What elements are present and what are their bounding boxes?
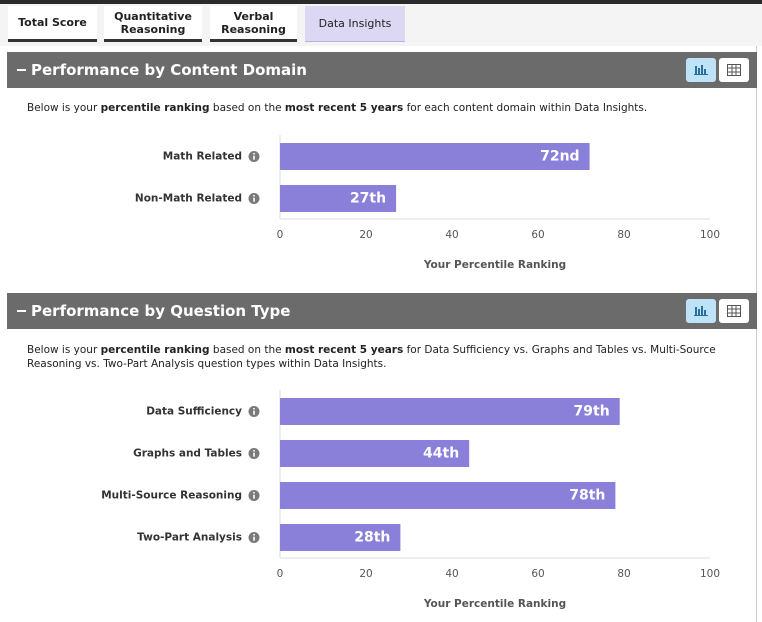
info-icon-glyph [253,410,255,415]
section-title: Performance by Question Type [31,302,291,320]
tab[interactable]: Verbal Reasoning [210,6,297,42]
x-tick-label: 20 [359,568,372,580]
text: for each content domain within Data Insi… [403,102,648,114]
tab-active[interactable]: Data Insights [305,6,405,42]
section-title: Performance by Content Domain [31,61,307,79]
bar [280,482,616,509]
section-description: Below is your percentile ranking based o… [27,101,747,115]
table-view-button[interactable] [719,58,749,82]
category-label: Math Related [163,151,242,163]
x-tick-label: 100 [700,229,720,241]
value-label: 44th [423,446,459,462]
info-icon-glyph [253,536,255,541]
bar-chart: 0 20 40 60 80 100 Your Percentile Ranking Data … [101,390,720,610]
info-icon-glyph [253,194,255,197]
x-tick-label: 100 [700,568,720,580]
section-header: Performance by Content Domain [7,52,757,88]
x-tick-label: 0 [277,568,284,580]
bold-text: percentile ranking [100,102,210,114]
table-icon [727,64,741,76]
bar [280,524,401,551]
bar [280,440,470,467]
bar-chart: 0 20 40 60 80 100 Your Percentile Ranking Math … [135,135,720,271]
info-icon-glyph [253,491,255,494]
x-axis-label: Your Percentile Ranking [423,259,566,271]
value-label: 79th [574,404,610,420]
value-label: 78th [569,488,605,504]
value-label: 27th [350,191,386,207]
x-axis-label: Your Percentile Ranking [423,598,566,610]
bold-text: percentile ranking [100,344,210,356]
info-icon-glyph [253,494,255,499]
text: for Data Sufficiency vs. Graphs and Tabl… [27,344,716,370]
bold-text: most recent 5 years [284,102,404,114]
info-icon-glyph [253,533,255,536]
category-label: Non-Math Related [135,193,242,205]
text: Below is your [27,102,101,114]
info-icon-glyph [253,452,255,457]
frame-border [756,46,757,622]
section-description: Below is your percentile ranking based o… [27,343,747,371]
x-tick-label: 60 [531,568,544,580]
text: based on the [209,102,285,114]
category-label: Multi-Source Reasoning [101,490,242,502]
x-tick-label: 80 [617,568,630,580]
x-tick-label: 80 [617,229,630,241]
x-tick-label: 40 [445,568,458,580]
info-icon-glyph [253,152,255,155]
tab[interactable]: Total Score [8,6,97,42]
top-bar [0,0,762,4]
bold-text: most recent 5 years [284,344,404,356]
tab[interactable]: Quantitative Reasoning [104,6,202,42]
category-label: Data Sufficiency [146,406,242,418]
bar [280,398,620,425]
x-tick-label: 40 [445,229,458,241]
collapse-icon[interactable] [17,69,26,71]
value-label: 72nd [540,149,579,165]
bar [280,143,590,170]
collapse-icon[interactable] [17,310,26,312]
table-icon [727,305,741,317]
chart-icon [694,65,708,75]
x-tick-label: 20 [359,229,372,241]
text: Below is your [27,344,101,356]
info-icon-glyph [253,449,255,452]
x-tick-label: 0 [277,229,284,241]
chart-view-button[interactable] [686,58,716,82]
category-label: Two-Part Analysis [137,532,242,544]
bar [280,185,397,212]
tab-bar: Total Score Quantitative Reasoning Verba… [0,4,762,46]
chart-view-button[interactable] [686,299,716,323]
text: based on the [209,344,285,356]
chart-icon [694,306,708,316]
x-tick-label: 60 [531,229,544,241]
category-label: Graphs and Tables [133,448,242,460]
info-icon-glyph [253,407,255,410]
section-header: Performance by Question Type [7,293,757,329]
table-view-button[interactable] [719,299,749,323]
info-icon-glyph [253,155,255,160]
info-icon-glyph [253,197,255,202]
value-label: 28th [354,530,390,546]
